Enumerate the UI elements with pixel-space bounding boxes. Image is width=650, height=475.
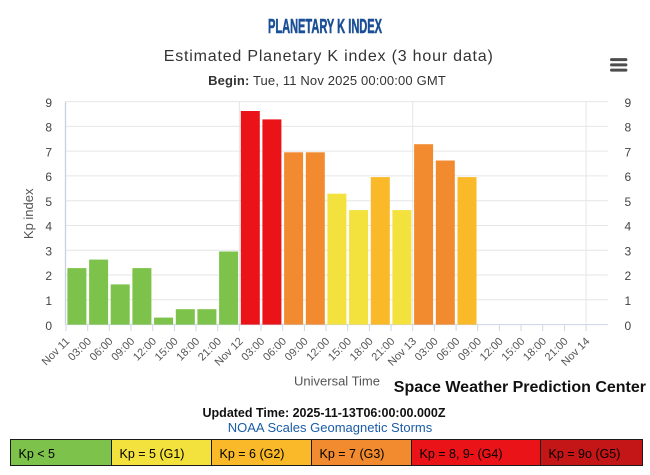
svg-text:7: 7 <box>45 145 52 159</box>
svg-text:15:00: 15:00 <box>153 336 181 364</box>
svg-text:Universal Time: Universal Time <box>294 374 380 389</box>
svg-text:03:00: 03:00 <box>413 336 441 364</box>
svg-text:4: 4 <box>45 220 52 234</box>
svg-text:9: 9 <box>45 96 52 110</box>
svg-text:9: 9 <box>625 96 632 110</box>
svg-text:06:00: 06:00 <box>434 336 462 364</box>
svg-text:03:00: 03:00 <box>239 336 267 364</box>
svg-text:8: 8 <box>45 121 52 135</box>
svg-text:06:00: 06:00 <box>88 336 116 364</box>
svg-text:0: 0 <box>45 319 52 333</box>
svg-text:6: 6 <box>45 170 52 184</box>
svg-text:8: 8 <box>625 121 632 135</box>
svg-text:12:00: 12:00 <box>478 336 506 364</box>
svg-text:09:00: 09:00 <box>283 336 311 364</box>
svg-text:12:00: 12:00 <box>131 336 159 364</box>
svg-text:2: 2 <box>625 269 632 283</box>
svg-text:09:00: 09:00 <box>456 336 484 364</box>
svg-text:Kp index: Kp index <box>21 188 36 239</box>
svg-text:1: 1 <box>625 294 632 308</box>
svg-text:6: 6 <box>625 170 632 184</box>
svg-text:5: 5 <box>45 195 52 209</box>
svg-text:3: 3 <box>45 245 52 259</box>
svg-text:7: 7 <box>625 145 632 159</box>
svg-text:Nov 11: Nov 11 <box>40 336 73 369</box>
svg-text:18:00: 18:00 <box>174 336 202 364</box>
svg-text:03:00: 03:00 <box>66 336 94 364</box>
svg-text:18:00: 18:00 <box>521 336 549 364</box>
svg-text:0: 0 <box>625 319 632 333</box>
svg-text:09:00: 09:00 <box>109 336 137 364</box>
svg-text:15:00: 15:00 <box>499 336 527 364</box>
svg-text:1: 1 <box>45 294 52 308</box>
svg-text:15:00: 15:00 <box>326 336 354 364</box>
svg-text:18:00: 18:00 <box>348 336 376 364</box>
svg-text:12:00: 12:00 <box>304 336 332 364</box>
svg-text:2: 2 <box>45 269 52 283</box>
svg-text:4: 4 <box>625 220 632 234</box>
svg-text:3: 3 <box>625 245 632 259</box>
svg-text:5: 5 <box>625 195 632 209</box>
svg-text:06:00: 06:00 <box>261 336 289 364</box>
